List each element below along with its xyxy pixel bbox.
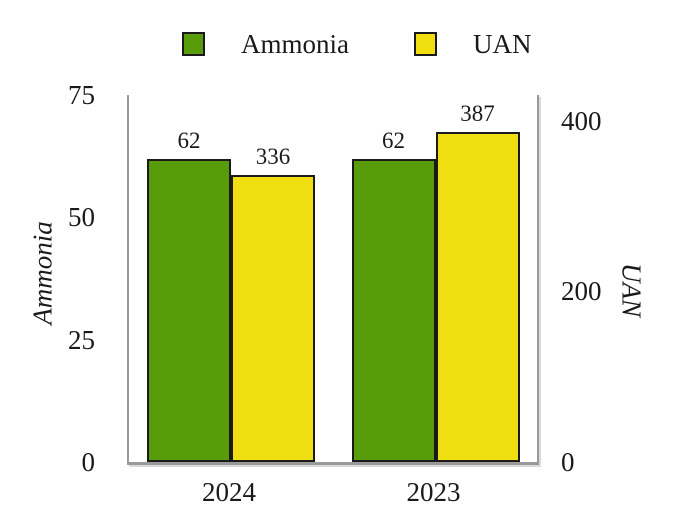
legend: Ammonia UAN bbox=[182, 29, 532, 59]
right-axis-tick: 400 bbox=[561, 105, 602, 136]
legend-label: UAN bbox=[473, 29, 532, 59]
legend-swatch-icon bbox=[414, 32, 437, 56]
x-axis-label-2023: 2023 bbox=[406, 477, 461, 507]
legend-item-ammonia: Ammonia bbox=[182, 29, 349, 59]
right-axis-tick: 0 bbox=[561, 447, 575, 477]
legend-swatch-icon bbox=[182, 32, 205, 56]
left-axis-title: Ammonia bbox=[27, 221, 58, 325]
left-axis-tick: 75 bbox=[68, 80, 95, 110]
left-axis-tick: 0 bbox=[81, 447, 96, 477]
plot-area: 62 336 62 387 bbox=[127, 95, 539, 465]
right-axis-tick: 200 bbox=[561, 276, 602, 307]
legend-item-uan: UAN bbox=[414, 29, 532, 59]
bar-uan-2024 bbox=[231, 175, 315, 462]
bar-value-label: 387 bbox=[460, 100, 495, 126]
x-axis-label-2024: 2024 bbox=[202, 477, 256, 507]
left-axis-tick: 25 bbox=[68, 324, 95, 355]
bar-value-label: 336 bbox=[255, 144, 291, 170]
bar-value-label: 62 bbox=[382, 127, 405, 153]
legend-label: Ammonia bbox=[241, 29, 349, 59]
bar-ammonia-2023 bbox=[351, 158, 436, 462]
bar-ammonia-2024 bbox=[147, 158, 231, 462]
bar-uan-2023 bbox=[435, 131, 520, 462]
bar-value-label: 62 bbox=[177, 127, 201, 153]
left-axis-tick: 50 bbox=[68, 202, 95, 233]
